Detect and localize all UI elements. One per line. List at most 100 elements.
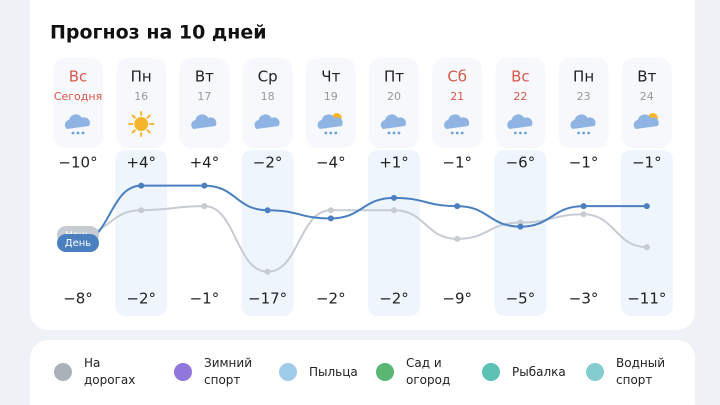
icon-ray [146, 114, 151, 119]
day-line [77, 184, 647, 244]
icon-cloud [317, 114, 343, 129]
day-name: Пн [573, 68, 594, 86]
weather-icon [317, 113, 343, 135]
icon-snow [71, 131, 75, 135]
activity-icon [586, 363, 604, 381]
activity-icon [279, 363, 297, 381]
day-point [643, 203, 650, 210]
icon-cloud [191, 114, 217, 129]
activity[interactable]: Пыльца [275, 352, 358, 392]
day-point [580, 203, 587, 210]
weather-icon [444, 114, 470, 135]
day-point [327, 215, 334, 222]
icon-cloud [444, 114, 470, 129]
day-date: 20 [387, 90, 401, 103]
day-name: Вт [195, 68, 214, 86]
night-temp: −17° [248, 290, 287, 308]
day-name: Ср [258, 68, 278, 86]
day-date: 23 [577, 90, 591, 103]
night-point [454, 235, 461, 242]
icon-sun [134, 117, 149, 131]
day-date: 18 [261, 90, 275, 103]
day-date: 16 [134, 90, 148, 103]
day-name: Сб [447, 68, 467, 86]
icon-snow [460, 131, 464, 135]
weather-icon [507, 114, 533, 135]
day-badge [57, 234, 99, 252]
icon-snow [455, 131, 459, 135]
icon-snow [76, 131, 80, 135]
activity-label: Пыльца [309, 364, 358, 379]
night-temp: −2° [316, 290, 346, 308]
day-date: Сегодня [54, 90, 102, 103]
icon-snow [450, 131, 454, 135]
night-temp: −2° [379, 290, 409, 308]
column-highlight [241, 150, 294, 316]
day-date: 17 [197, 90, 211, 103]
icon-cloud [570, 114, 596, 129]
activity-icon-shape [279, 363, 297, 381]
day-temp: −6° [506, 154, 536, 172]
day-temp: −10° [58, 154, 97, 172]
day-date: 21 [450, 90, 464, 103]
night-point [517, 219, 524, 226]
icon-snow [514, 131, 517, 135]
icon-snow [397, 131, 401, 135]
night-point [327, 207, 334, 214]
night-point [643, 244, 650, 251]
day-temp: +4° [126, 154, 156, 172]
icon-snow [81, 131, 85, 135]
day-temp: −1° [632, 154, 662, 172]
day-card [116, 58, 167, 148]
night-point [580, 211, 587, 218]
icon-snow [324, 131, 328, 135]
night-point [201, 203, 208, 210]
icon-cloud [380, 114, 406, 129]
day-temp: −1° [569, 154, 599, 172]
day-point [517, 223, 524, 230]
day-name: Пт [384, 68, 404, 86]
activity-icon [482, 363, 500, 381]
day-badge-text: День [65, 238, 92, 249]
night-temp: −11° [627, 290, 666, 308]
column-highlight [620, 150, 673, 316]
icon-cloud [507, 114, 533, 129]
activity-icon-shape [482, 363, 500, 381]
column-highlight [115, 150, 168, 316]
activity-label: Зимний спорт [204, 356, 252, 387]
weather-icon [128, 111, 155, 137]
activity[interactable]: Сад и огород [372, 352, 466, 392]
weather-icon [191, 114, 217, 129]
icon-ray [131, 129, 136, 134]
day-temp: −4° [316, 154, 346, 172]
activity[interactable]: Зимний спорт [170, 352, 264, 392]
night-point [138, 207, 145, 214]
activity[interactable]: Рыбалка [478, 352, 566, 392]
night-point [264, 268, 271, 275]
day-date: 22 [513, 90, 527, 103]
day-date: 19 [324, 90, 338, 103]
column-highlight [368, 150, 420, 316]
night-temp: −2° [126, 290, 156, 308]
weather-icon [633, 113, 659, 129]
day-name: Вт [637, 68, 656, 86]
icon-ray [146, 129, 151, 134]
day-point [264, 207, 271, 214]
day-point [454, 203, 461, 210]
night-temp: −8° [63, 290, 93, 308]
day-date: 24 [640, 90, 654, 103]
activity[interactable]: Водный спорт [582, 352, 676, 392]
icon-snow [524, 131, 527, 135]
icon-snow [392, 131, 396, 135]
day-temp: +1° [379, 154, 409, 172]
activity-icon [376, 363, 394, 381]
night-point [391, 207, 397, 214]
activity[interactable]: На дорогах [50, 352, 144, 392]
activity-label: Водный спорт [616, 356, 665, 387]
activity-icon-shape [376, 363, 394, 381]
activity-icon [174, 363, 192, 381]
icon-cloud [254, 114, 280, 129]
icon-snow [519, 131, 522, 135]
day-point [138, 182, 145, 189]
